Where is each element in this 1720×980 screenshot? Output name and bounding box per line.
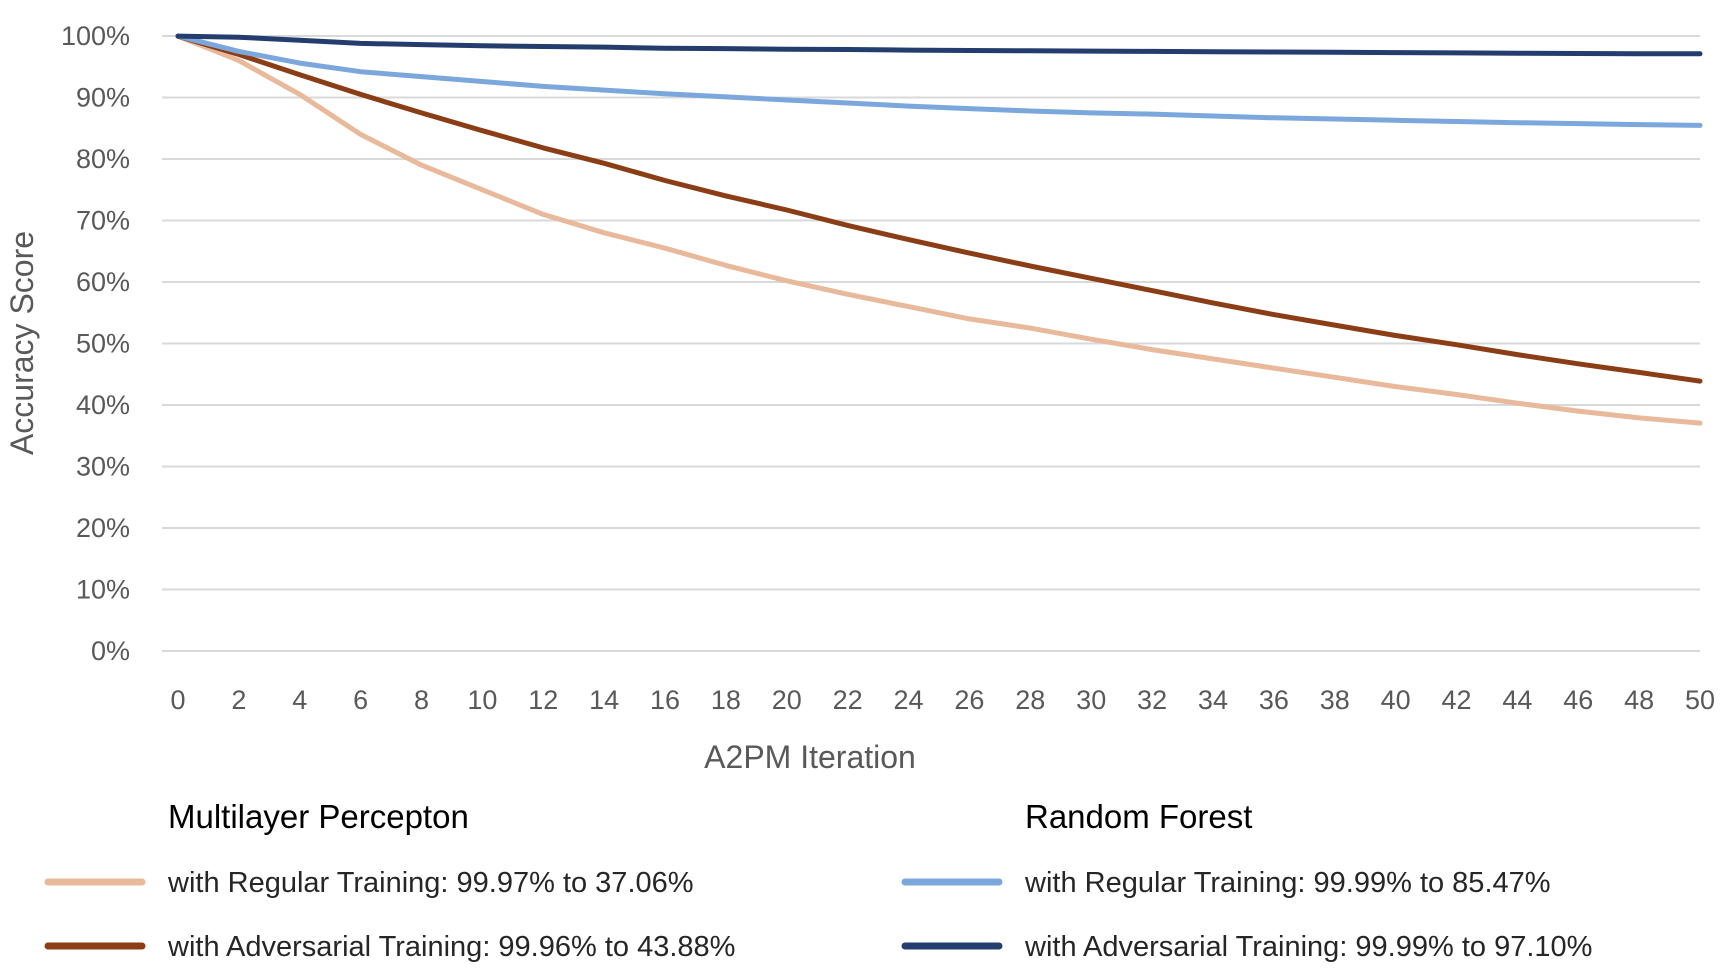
series-line-2 (175, 33, 1703, 384)
gridlines (162, 35, 1700, 652)
y-tick-label: 30% (76, 452, 130, 482)
x-tick-label: 2 (231, 685, 246, 715)
x-tick-label: 12 (528, 685, 558, 715)
x-tick-label: 16 (650, 685, 680, 715)
x-tick-label: 38 (1320, 685, 1350, 715)
x-tick-label: 42 (1441, 685, 1471, 715)
series-line-1 (175, 33, 1703, 426)
y-tick-label: 40% (76, 390, 130, 420)
legend-entry-label: with Adversarial Training: 99.99% to 97.… (1024, 931, 1592, 963)
series-line-4 (175, 33, 1703, 57)
legend-entry-label: with Regular Training: 99.99% to 85.47% (1024, 867, 1551, 899)
x-tick-label: 18 (711, 685, 741, 715)
x-tick-label: 8 (414, 685, 429, 715)
x-tick-label: 36 (1259, 685, 1289, 715)
y-tick-label: 80% (76, 144, 130, 174)
x-tick-label: 30 (1076, 685, 1106, 715)
y-tick-label: 70% (76, 206, 130, 236)
x-tick-label: 22 (833, 685, 863, 715)
x-axis-label: A2PM Iteration (704, 739, 916, 775)
x-tick-label: 46 (1563, 685, 1593, 715)
legend-entry-label: with Adversarial Training: 99.96% to 43.… (167, 931, 735, 963)
x-tick-label: 48 (1624, 685, 1654, 715)
y-tick-label: 0% (91, 636, 130, 666)
x-tick-label: 50 (1685, 685, 1715, 715)
x-tick-label: 24 (894, 685, 924, 715)
x-tick-label: 0 (170, 685, 185, 715)
x-tick-label: 10 (467, 685, 497, 715)
x-tick-label: 44 (1502, 685, 1532, 715)
x-tick-label: 26 (954, 685, 984, 715)
x-tick-label: 28 (1015, 685, 1045, 715)
x-axis-tick-labels: 0 2 4 6 8 10 12 14 16 18 20 22 24 26 28 30 32 34 36 38 40 42 4… (170, 685, 1715, 715)
y-axis-label: Accuracy Score (4, 231, 40, 455)
x-tick-label: 20 (772, 685, 802, 715)
x-tick-label: 6 (353, 685, 368, 715)
series-line-3 (175, 33, 1703, 128)
x-tick-label: 14 (589, 685, 619, 715)
x-tick-label: 34 (1198, 685, 1228, 715)
y-tick-label: 60% (76, 267, 130, 297)
legend: Multilayer Percepton with Regular Trainin… (44, 798, 1592, 963)
y-tick-label: 50% (76, 329, 130, 359)
legend-group-title-random-forest: Random Forest (1025, 798, 1252, 835)
x-tick-label: 40 (1381, 685, 1411, 715)
y-tick-label: 20% (76, 513, 130, 543)
legend-entry-label: with Regular Training: 99.97% to 37.06% (167, 867, 694, 899)
series-lines (175, 33, 1703, 426)
y-tick-label: 10% (76, 575, 130, 605)
legend-group-title-multilayer-percepton: Multilayer Percepton (168, 798, 469, 835)
y-axis-tick-labels: 0% 10% 20% 30% 40% 50% 60% 70% 80% 90% 100% (61, 21, 130, 666)
y-tick-label: 100% (61, 21, 130, 51)
x-tick-label: 4 (292, 685, 307, 715)
x-tick-label: 32 (1137, 685, 1167, 715)
y-tick-label: 90% (76, 83, 130, 113)
